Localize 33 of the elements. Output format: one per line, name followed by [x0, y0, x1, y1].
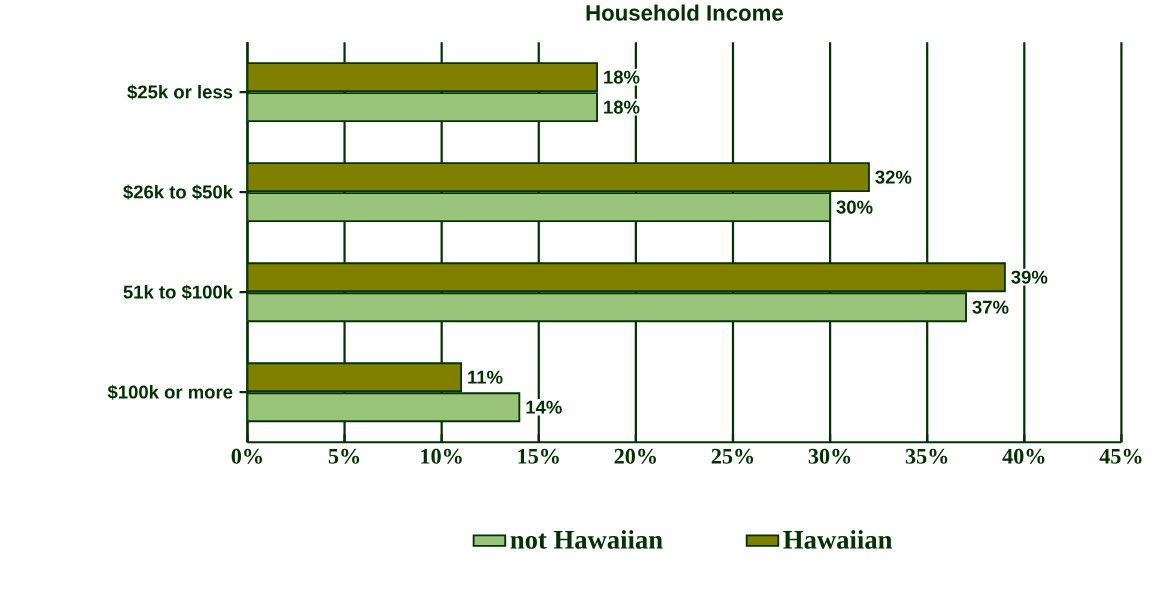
y-tick-label: $26k to $50k: [123, 184, 233, 200]
bar: [247, 62, 598, 92]
x-tick-label: 40%: [1002, 448, 1045, 464]
bar: [247, 262, 1006, 293]
bar: [247, 92, 598, 122]
x-tick-label: 35%: [905, 448, 948, 464]
x-tick-label: 45%: [1099, 448, 1142, 464]
bar: [247, 292, 967, 323]
bar: [247, 162, 870, 193]
data-label: 11%: [468, 370, 503, 384]
data-label: 30%: [836, 200, 873, 214]
bar: [247, 392, 521, 423]
x-tick-label: 5%: [328, 448, 360, 464]
data-label: 14%: [526, 400, 562, 414]
data-label: 32%: [875, 170, 912, 184]
chart-title: Household Income: [586, 4, 783, 21]
data-label: 18%: [604, 100, 640, 114]
x-tick-label: 10%: [421, 448, 462, 464]
x-tick-label: 0%: [231, 448, 263, 464]
bar: [247, 362, 463, 393]
y-tick-label: $25k or less: [127, 84, 233, 100]
x-tick-label: 15%: [518, 448, 559, 464]
data-label: 39%: [1011, 270, 1048, 284]
x-tick-label: 30%: [808, 448, 851, 464]
data-label: 18%: [604, 70, 640, 84]
bar: [247, 192, 832, 223]
x-tick-label: 25%: [711, 448, 754, 464]
data-label: 37%: [972, 300, 1009, 314]
y-tick-label: $100k or more: [107, 384, 233, 400]
y-tick-label: 51k to $100k: [123, 284, 233, 300]
legend-label: Hawaiian: [783, 529, 893, 549]
legend-label: not Hawaiian: [510, 529, 663, 549]
x-tick-label: 20%: [614, 448, 656, 464]
